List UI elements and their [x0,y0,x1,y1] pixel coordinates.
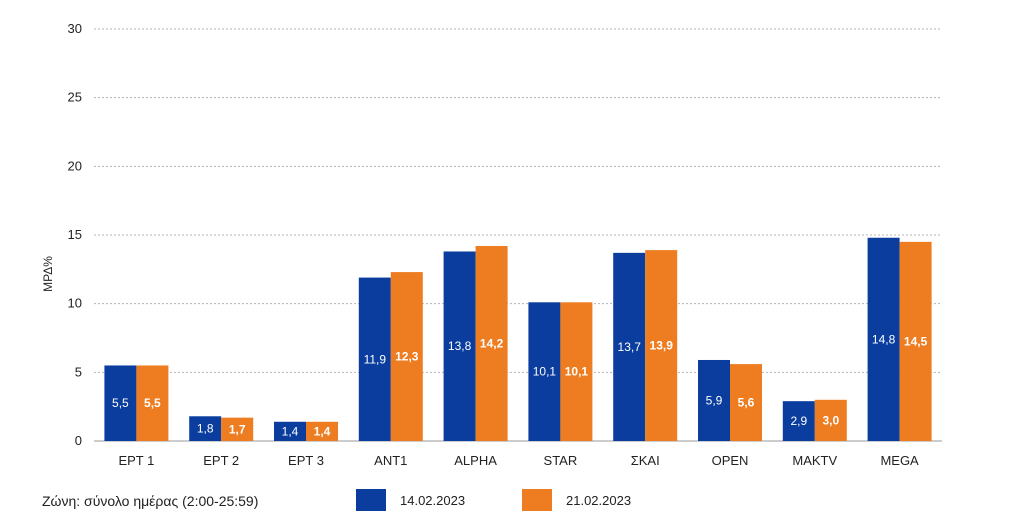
data-label: 3,0 [822,413,839,427]
y-tick-label: 0 [75,433,82,448]
bar [645,250,678,441]
data-label: 12,3 [395,350,419,364]
y-tick-label: 25 [68,90,82,105]
x-tick-label: ΕΡΤ 1 [118,453,154,468]
bar-chart: 0 5 10 15 20 25 30 ΜΡΔ% 5,5 5,5 ΕΡΤ 1 1,8 1,7 ΕΡΤ 2 1,… [41,21,942,468]
data-label: 5,5 [144,396,161,410]
x-tick-label: ANT1 [374,453,407,468]
y-tick-label: 5 [75,364,82,379]
x-tick-label: ΕΡΤ 2 [203,453,239,468]
bar [390,272,423,441]
bar [899,241,932,441]
y-axis-label: ΜΡΔ% [41,256,55,292]
bar [867,237,900,441]
bar [189,416,222,441]
data-label: 1,4 [282,424,299,438]
bar [475,245,508,441]
data-label: 14,5 [904,334,928,348]
data-label: 1,7 [229,422,246,436]
bar [358,277,391,441]
legend-swatch-series-2 [522,489,552,511]
legend: Ζώνη: σύνολο ημέρας (2:00-25:59) 14.02.2… [0,486,1024,516]
x-tick-label: STAR [544,453,578,468]
bar [104,365,137,441]
y-tick-label: 15 [68,227,82,242]
x-tick-label: MAKTV [792,453,837,468]
data-label: 14,2 [480,336,504,350]
data-label: 11,9 [364,352,387,366]
zone-label: Ζώνη: σύνολο ημέρας (2:00-25:59) [42,493,259,509]
x-tick-label: ΣΚΑΙ [631,453,660,468]
x-tick-label: OPEN [712,453,749,468]
bar [613,252,646,441]
legend-label-series-2: 21.02.2023 [566,492,632,508]
legend-swatch-series-1 [356,489,386,511]
bar [221,417,254,441]
bar [306,421,338,441]
data-label: 13,7 [618,340,642,354]
x-tick-label: ALPHA [454,453,497,468]
data-label: 5,9 [706,393,723,407]
x-tick-label: ΕΡΤ 3 [288,453,324,468]
data-label: 1,8 [197,422,214,436]
bar [560,302,593,441]
bar [443,251,476,441]
data-label: 10,1 [533,365,557,379]
bar [528,302,561,441]
data-label: 13,9 [650,339,674,353]
legend-label-series-1: 14.02.2023 [400,492,466,508]
bar [782,401,815,441]
bar [730,364,762,441]
bar [274,421,306,441]
y-tick-label: 10 [68,296,82,311]
data-label: 2,9 [790,414,807,428]
bar [814,399,847,441]
legend-item-series-2: 21.02.2023 [522,489,631,511]
bar [698,359,730,441]
data-label: 5,6 [738,396,755,410]
data-label: 10,1 [565,365,589,379]
bar [136,365,169,441]
legend-item-series-1: 14.02.2023 [356,489,465,511]
data-label: 14,8 [872,332,896,346]
data-label: 5,5 [112,396,129,410]
data-label: 13,8 [448,339,472,353]
data-label: 1,4 [314,424,331,438]
y-tick-label: 20 [68,158,82,173]
y-tick-label: 30 [68,21,82,36]
x-tick-label: MEGA [880,453,919,468]
